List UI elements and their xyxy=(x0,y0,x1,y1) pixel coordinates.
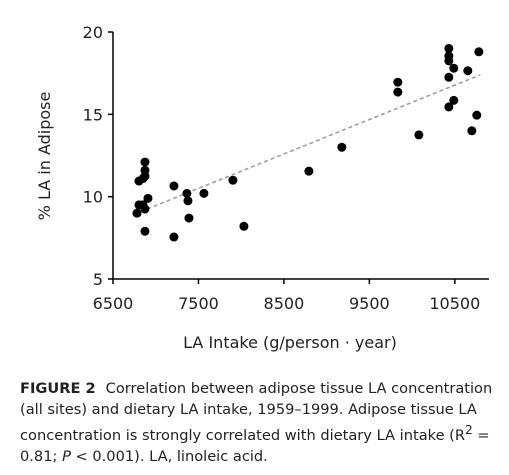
x-tick-label: 9500 xyxy=(349,294,390,313)
point xyxy=(472,110,482,120)
y-tick-label: 5 xyxy=(93,270,103,289)
point xyxy=(393,77,403,87)
point xyxy=(393,87,403,97)
point xyxy=(228,175,238,185)
point xyxy=(449,95,459,105)
caption-text: < 0.001). LA, linoleic acid. xyxy=(70,447,268,465)
point xyxy=(169,181,179,191)
point xyxy=(184,213,194,223)
point xyxy=(474,47,484,57)
trendline xyxy=(146,74,481,210)
point xyxy=(444,102,454,112)
point xyxy=(449,63,459,73)
point xyxy=(169,232,179,242)
point xyxy=(467,126,477,136)
point xyxy=(304,166,314,176)
point xyxy=(199,188,209,198)
y-tick-label: 10 xyxy=(83,188,103,207)
x-tick-label: 7500 xyxy=(178,294,219,313)
point xyxy=(414,130,424,140)
point xyxy=(239,221,249,231)
y-axis-label: % LA in Adipose xyxy=(35,92,54,221)
caption-text: Correlation between adipose tissue LA co… xyxy=(20,380,493,444)
caption-label: FIGURE 2 xyxy=(20,380,96,397)
x-tick-label: 10500 xyxy=(429,294,480,313)
y-tick-label: 15 xyxy=(83,105,103,124)
y-tick-label: 20 xyxy=(83,23,103,42)
point xyxy=(444,56,454,66)
caption-sup: 2 xyxy=(465,423,473,437)
point xyxy=(140,171,150,181)
x-axis-label: LA Intake (g/person · year) xyxy=(183,333,397,352)
caption-italic: P xyxy=(62,447,71,465)
x-tick-label: 6500 xyxy=(93,294,134,313)
point xyxy=(444,43,454,53)
point xyxy=(140,226,150,236)
x-tick-label: 8500 xyxy=(264,294,305,313)
point xyxy=(182,188,192,198)
caption-text: = 0.81; xyxy=(20,426,490,465)
caption: FIGURE 2 Correlation between adipose tiss… xyxy=(20,378,495,467)
point xyxy=(132,208,142,218)
point xyxy=(140,204,150,214)
chart: LA Intake (g/person · year) % LA in Adip… xyxy=(35,23,489,352)
point xyxy=(143,193,153,203)
point xyxy=(183,196,193,206)
point xyxy=(444,72,454,82)
point xyxy=(140,157,150,167)
point xyxy=(337,142,347,152)
point xyxy=(463,66,473,76)
